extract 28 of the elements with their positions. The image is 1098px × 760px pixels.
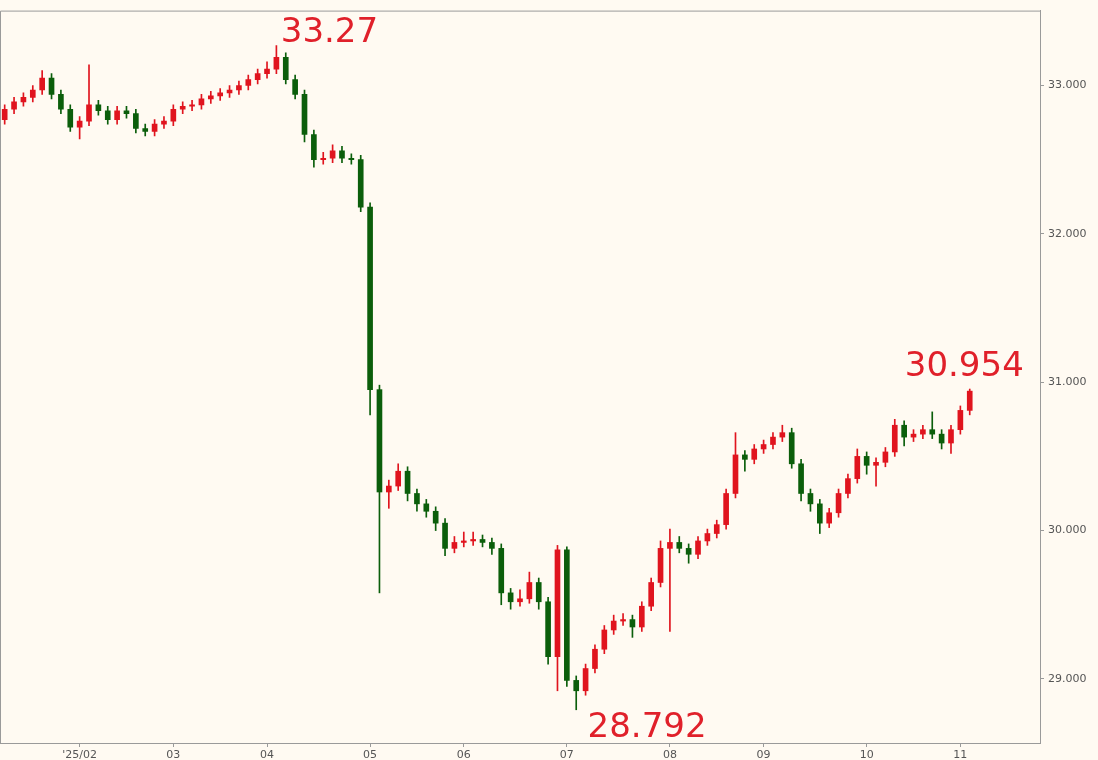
annotation: 28.792	[587, 705, 707, 746]
x-tick-label: 06	[456, 748, 471, 760]
x-tick-label: 03	[166, 748, 181, 760]
candlestick	[929, 411, 936, 439]
y-tick-label: 29.000	[1048, 671, 1087, 685]
x-tick-label: 11	[953, 748, 968, 760]
x-tick-label: '25/02	[62, 748, 98, 760]
x-tick-label: 09	[756, 748, 771, 760]
x-tick-label: 07	[559, 748, 574, 760]
candlestick	[667, 528, 673, 632]
x-tick-label: 10	[859, 748, 874, 760]
candlestick	[517, 589, 523, 607]
candlestick	[620, 613, 626, 626]
y-tick-label: 33.000	[1048, 78, 1087, 92]
candlestick	[386, 479, 392, 509]
candlestick	[873, 457, 879, 487]
y-tick-label: 31.000	[1048, 375, 1087, 389]
x-tick-label: 05	[363, 748, 378, 760]
y-tick-label: 32.000	[1048, 226, 1087, 240]
annotation: 30.954	[904, 343, 1024, 384]
candlestick	[742, 450, 748, 472]
candlestick	[460, 531, 467, 548]
annotation: 33.27	[280, 10, 379, 51]
x-tick-label: 08	[662, 748, 677, 760]
candlestick	[470, 531, 476, 546]
y-tick-label: 30.000	[1048, 523, 1087, 537]
candlestick	[320, 151, 327, 165]
x-tick-label: 04	[260, 748, 275, 760]
